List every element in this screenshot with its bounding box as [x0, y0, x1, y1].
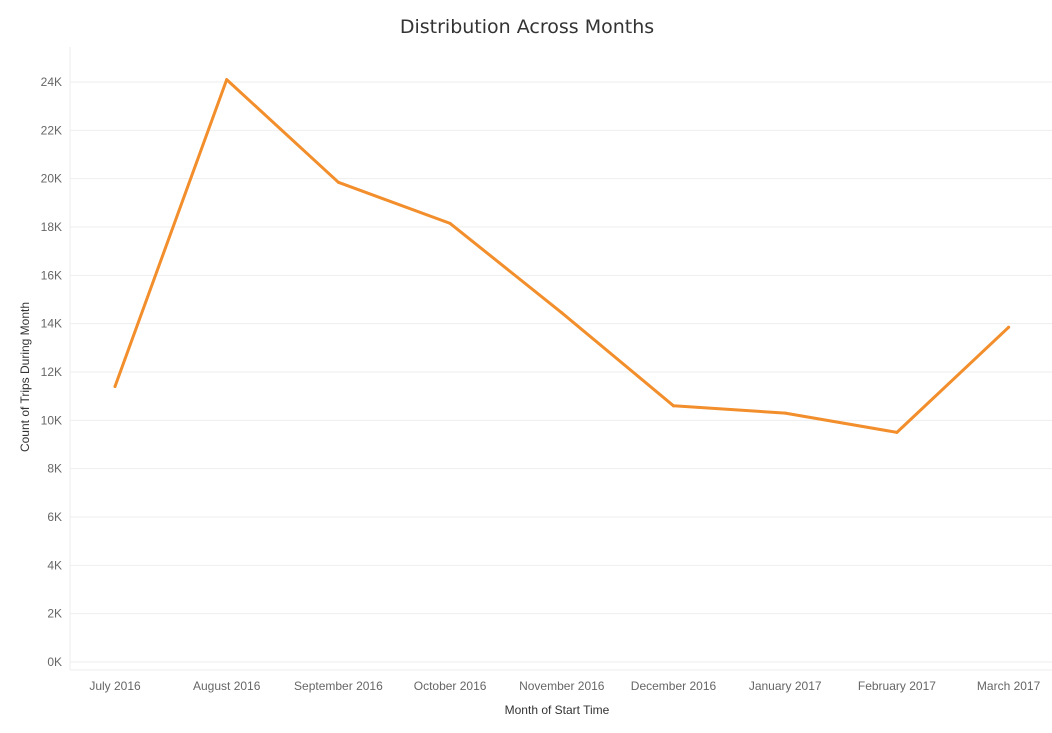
x-tick-label: October 2016: [414, 679, 487, 693]
y-tick-label: 0K: [47, 655, 62, 669]
y-tick-label: 22K: [41, 123, 62, 137]
x-tick-label: September 2016: [294, 679, 383, 693]
x-axis-ticks: July 2016 August 2016 September 2016 Octobe…: [89, 679, 1040, 693]
data-point: [1007, 325, 1011, 329]
data-point: [560, 311, 564, 315]
data-point: [336, 180, 340, 184]
x-tick-label: March 2017: [977, 679, 1041, 693]
y-tick-label: 2K: [47, 607, 62, 621]
y-tick-label: 18K: [41, 220, 62, 234]
x-tick-label: August 2016: [193, 679, 261, 693]
data-point: [672, 404, 675, 408]
x-tick-label: November 2016: [519, 679, 605, 693]
data-point: [225, 78, 229, 82]
gridlines: [69, 47, 1052, 671]
x-tick-label: February 2017: [858, 679, 936, 693]
data-point: [895, 430, 899, 434]
chart-title: Distribution Across Months: [400, 16, 654, 38]
series-layer: [113, 78, 1011, 434]
y-tick-label: 12K: [41, 365, 62, 379]
y-axis-ticks: 0K 2K 4K 6K 8K 10K 12K 14K 16K 18K 20K 22K 24K: [41, 75, 62, 669]
x-tick-label: January 2017: [749, 679, 822, 693]
y-axis-title: Count of Trips During Month: [18, 302, 32, 452]
x-axis-title: Month of Start Time: [505, 703, 610, 717]
x-tick-label: December 2016: [631, 679, 717, 693]
data-point: [113, 385, 117, 388]
y-tick-label: 24K: [41, 75, 62, 89]
x-tick-label: July 2016: [89, 679, 141, 693]
y-tick-label: 16K: [41, 268, 62, 282]
series-line: [113, 78, 1011, 434]
y-tick-label: 8K: [47, 462, 62, 476]
y-tick-label: 6K: [47, 510, 62, 524]
data-point: [448, 221, 452, 225]
y-tick-label: 10K: [41, 413, 62, 427]
data-point: [783, 411, 787, 415]
y-tick-label: 4K: [47, 558, 62, 572]
y-tick-label: 14K: [41, 317, 62, 331]
y-tick-label: 20K: [41, 172, 62, 186]
